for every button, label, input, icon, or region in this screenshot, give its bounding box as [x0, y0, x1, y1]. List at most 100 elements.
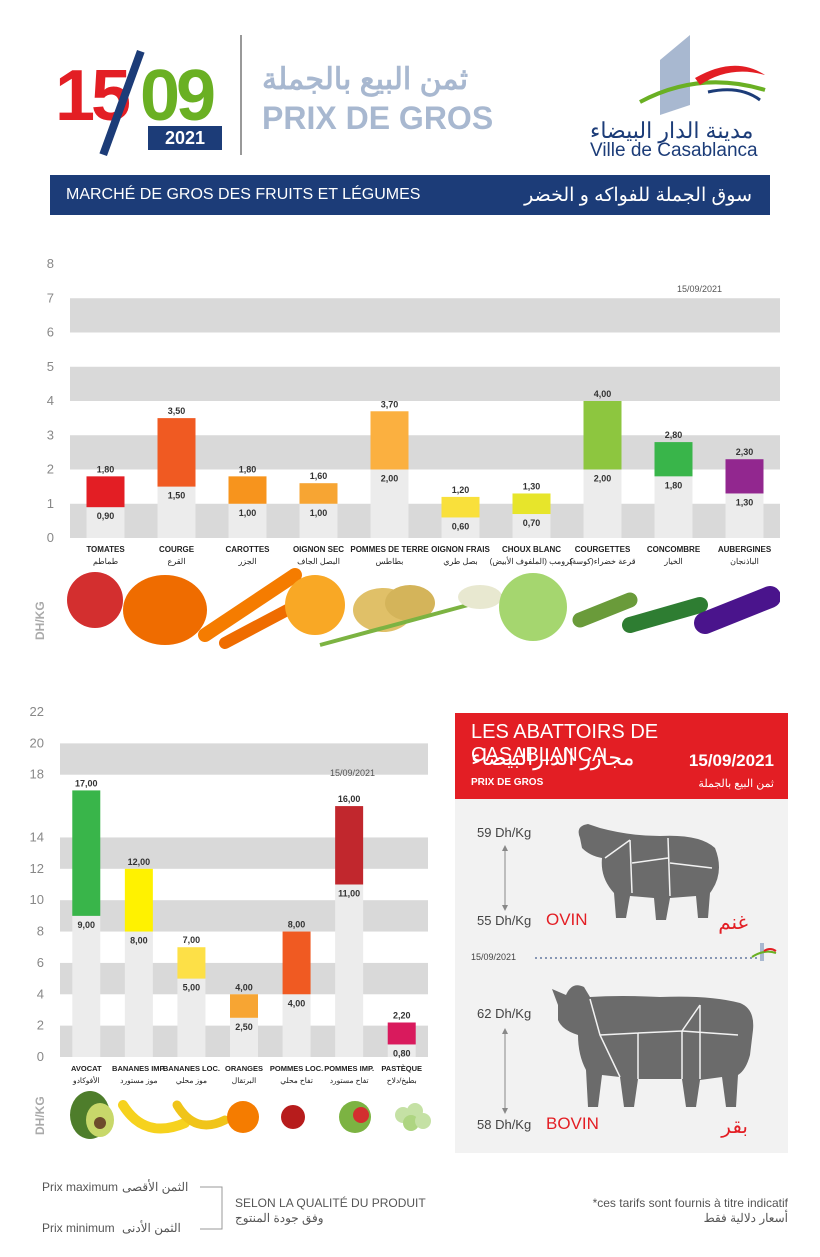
bar-range: [228, 476, 267, 504]
chart-date-label: 15/09/2021: [677, 284, 722, 294]
logo-french: Ville de Casablanca: [590, 140, 758, 161]
category-label-fr: CHOUX BLANC: [502, 545, 561, 554]
sheep-icon: [578, 824, 719, 920]
category-label-ar: موز مستورد: [120, 1076, 157, 1085]
abattoirs-prix-ar: ثمن البيع بالجملة: [698, 778, 774, 790]
bar-min: [512, 514, 551, 538]
data-label-min: 1,00: [239, 508, 257, 518]
y-tick-label: 7: [47, 290, 54, 305]
category-label-fr: PASTÈQUE: [381, 1064, 422, 1073]
logo-arabic: مدينة الدار البيضاء: [590, 118, 754, 143]
data-label-max: 1,80: [239, 464, 257, 474]
data-label-max: 1,80: [97, 464, 115, 474]
category-label-fr: OIGNON FRAIS: [431, 545, 490, 554]
date-month: 09: [140, 56, 216, 136]
category-label-ar: كرومب (الملفوف الأبيض): [490, 556, 574, 566]
category-label-ar: الباذنجان: [730, 557, 759, 566]
bar-min: [725, 493, 764, 538]
data-label-max: 1,60: [310, 471, 328, 481]
ovin-label-fr: OVIN: [546, 910, 588, 929]
casablanca-logo-small-icon: [751, 943, 777, 961]
bar-min: [654, 476, 693, 538]
data-label-min: 0,70: [523, 518, 541, 528]
note-fr: *ces tarifs sont fournis à titre indicat…: [592, 1196, 788, 1210]
data-label-min: 1,30: [736, 497, 754, 507]
legend-bracket: [200, 1186, 223, 1230]
category-label-fr: POMMES IMP.: [324, 1064, 374, 1073]
cow-icon: [552, 985, 754, 1107]
data-label-max: 12,00: [128, 857, 151, 867]
data-label-min: 8,00: [130, 936, 148, 946]
fruits-chart: 0 2 4 6 8 10 12 14 18 20 22 DH/KG 15/09/2021 17,00 9,0…: [30, 704, 428, 1135]
ovin-min-price: 55 Dh/Kg: [477, 913, 532, 928]
bar-range: [512, 493, 551, 515]
y-tick-label: 6: [47, 325, 54, 340]
bar-min: [157, 486, 196, 538]
legend-max-fr: Prix maximum: [42, 1180, 119, 1194]
grid-band: [60, 837, 428, 869]
category-label-fr: POMMES DE TERRE: [350, 545, 429, 554]
bar-range: [441, 496, 480, 518]
data-label-max: 2,30: [736, 447, 754, 457]
category-label-ar: موز محلي: [176, 1076, 207, 1085]
bar-min: [177, 978, 206, 1057]
data-label-min: 9,00: [78, 920, 96, 930]
data-label-max: 17,00: [75, 778, 98, 788]
data-label-max: 8,00: [288, 920, 306, 930]
data-label-min: 5,00: [183, 983, 201, 993]
market-banner: MARCHÉ DE GROS DES FRUITS ET LÉGUMES سوق…: [50, 175, 770, 215]
data-label-max: 2,80: [665, 430, 683, 440]
bovin-min-price: 58 Dh/Kg: [477, 1117, 532, 1132]
y-tick-label: 0: [47, 530, 54, 545]
legend-quality-fr: SELON LA QUALITÉ DU PRODUIT: [235, 1196, 426, 1210]
bar-range: [230, 994, 258, 1018]
abattoirs-title-ar: مجازر الدارالبيضاء: [471, 745, 635, 770]
bar-range: [654, 442, 693, 477]
category-label-fr: CAROTTES: [226, 545, 271, 554]
data-label-min: 0,90: [97, 511, 115, 521]
bar-range: [282, 931, 311, 995]
data-label-max: 1,30: [523, 481, 541, 491]
abattoirs-title-fr: LES ABATTOIRS DE CASABLANCA: [471, 721, 659, 766]
y-tick-label: 2: [37, 1018, 44, 1033]
legend-quality-ar: وفق جودة المنتوج: [235, 1211, 324, 1225]
ovin-label-ar: غنم: [718, 912, 748, 934]
category-label-fr: COURGETTES: [575, 545, 631, 554]
data-label-max: 3,70: [381, 399, 399, 409]
vegetables-chart: 0 1 2 3 4 5 6 7 8 DH/KG 15/09/2021 1,80 0,90 TOMATES ط…: [33, 256, 780, 640]
category-label-fr: AUBERGINES: [718, 545, 772, 554]
date-year: 2021: [164, 128, 206, 148]
bar-range: [124, 868, 153, 932]
legend-max-ar: الثمن الأقصى: [122, 1180, 189, 1194]
bar-range: [583, 401, 622, 470]
abattoirs-mid-date: 15/09/2021: [471, 952, 517, 962]
data-label-min: 2,50: [235, 1022, 253, 1032]
data-label-max: 1,20: [452, 485, 470, 495]
category-label-fr: TOMATES: [86, 545, 125, 554]
bar-min: [72, 915, 101, 1057]
data-label-max: 3,50: [168, 406, 186, 416]
bovin-range-arrow: [502, 1028, 508, 1114]
y-tick-label: 8: [37, 924, 44, 939]
category-label-ar: تفاح مستورد: [330, 1076, 369, 1085]
bar-range: [725, 459, 764, 494]
y-tick-label: 22: [30, 704, 44, 719]
category-label-ar: الجزر: [237, 557, 256, 566]
bar-range: [370, 411, 409, 470]
bar-min: [282, 994, 311, 1057]
bar-range: [86, 476, 125, 508]
y-tick-label: 8: [47, 256, 54, 271]
banner-arabic: سوق الجملة للفواكه و الخضر: [524, 185, 752, 206]
header-divider: [240, 35, 242, 155]
note-ar: أسعار دلالية فقط: [703, 1211, 788, 1225]
y-axis-label: DH/KG: [33, 601, 47, 640]
y-tick-label: 14: [30, 829, 44, 844]
data-label-max: 16,00: [338, 794, 361, 804]
category-label-ar: طماطم: [93, 557, 118, 566]
bovin-max-price: 62 Dh/Kg: [477, 1006, 532, 1021]
category-label-fr: COURGE: [159, 545, 195, 554]
bar-min: [441, 517, 480, 538]
legend-min-fr: Prix minimum: [42, 1221, 115, 1235]
category-label-ar: بصل طري: [443, 557, 478, 566]
data-label-min: 1,00: [310, 508, 328, 518]
